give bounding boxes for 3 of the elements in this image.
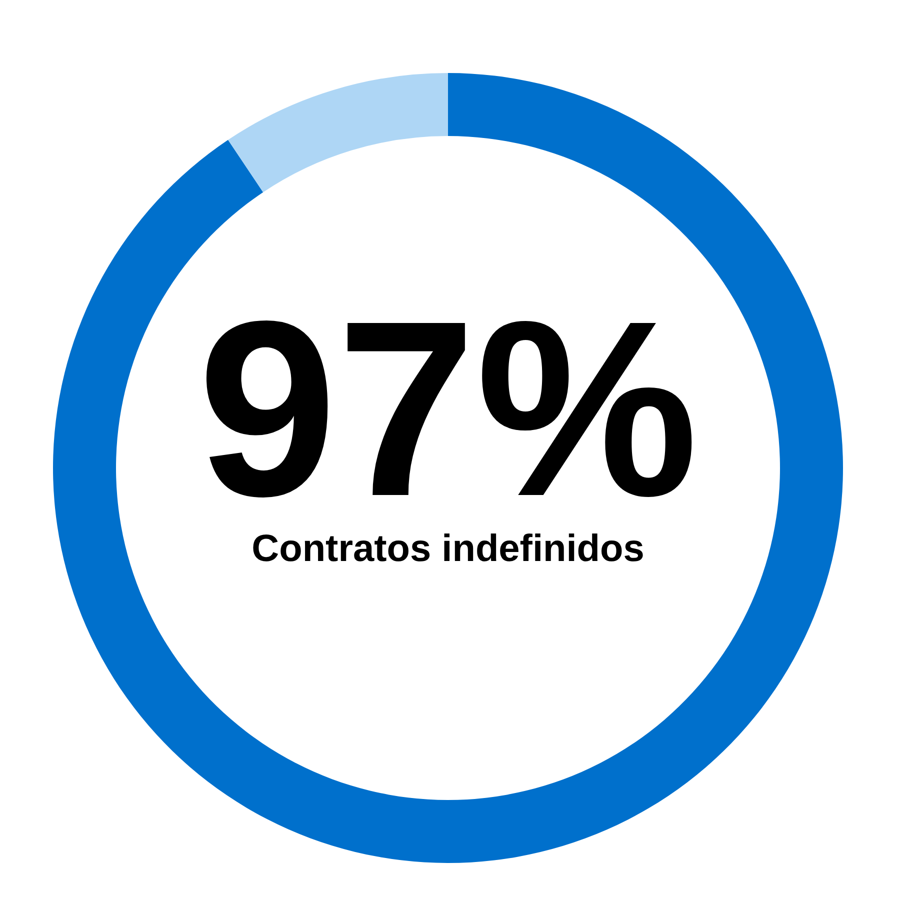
donut-slice [54, 73, 843, 863]
donut-slice [228, 73, 448, 192]
text: Contratos indefinidos [252, 528, 644, 570]
